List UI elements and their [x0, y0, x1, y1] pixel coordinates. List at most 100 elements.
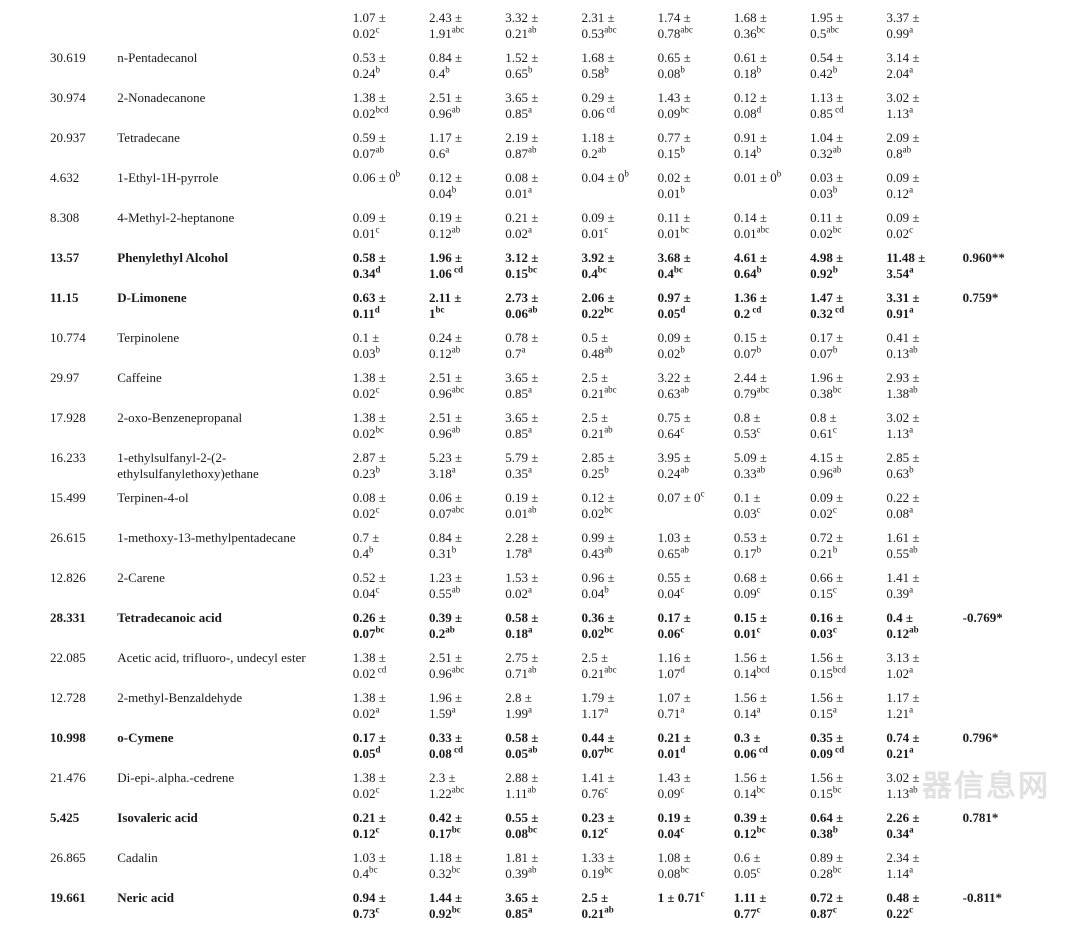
table-row: 20.937Tetradecane0.59 ±0.07ab1.17 ±0.6a2…	[50, 126, 1030, 166]
value-cell: 0.84 ±0.4b	[429, 46, 505, 86]
value-cell: 0.72 ±0.21b	[810, 526, 886, 566]
compound-name-cell: 4-Methyl-2-heptanone	[117, 206, 352, 246]
rt-cell: 22.085	[50, 646, 117, 686]
correlation-cell: 0.796*	[963, 726, 1030, 766]
rt-cell: 11.15	[50, 286, 117, 326]
value-cell: 0.61 ±0.18b	[734, 46, 810, 86]
value-cell: 1.38 ±0.02 cd	[353, 646, 429, 686]
value-cell: 0.17 ±0.06c	[658, 606, 734, 646]
compound-name-cell: o-Cymene	[117, 726, 352, 766]
table-row: 26.865Cadalin1.03 ±0.4bc1.18 ±0.32bc1.81…	[50, 846, 1030, 886]
correlation-cell	[963, 46, 1030, 86]
value-cell: 2.51 ±0.96ab	[429, 86, 505, 126]
value-cell: 5.79 ±0.35a	[505, 446, 581, 486]
value-cell: 1.38 ±0.02c	[353, 766, 429, 806]
value-cell: 2.31 ±0.53abc	[581, 6, 657, 46]
value-cell: 0.19 ±0.12ab	[429, 206, 505, 246]
correlation-cell	[963, 166, 1030, 206]
value-cell: 3.12 ±0.15bc	[505, 246, 581, 286]
value-cell: 0.14 ±0.01abc	[734, 206, 810, 246]
value-cell: 0.21 ±0.12c	[353, 806, 429, 846]
table-row: 22.085Acetic acid, trifluoro-, undecyl e…	[50, 646, 1030, 686]
value-cell: 0.44 ±0.07bc	[581, 726, 657, 766]
value-cell: 0.1 ±0.03b	[353, 326, 429, 366]
table-container: 1.07 ±0.02c2.43 ±1.91abc3.32 ±0.21ab2.31…	[0, 0, 1080, 932]
rt-cell: 12.826	[50, 566, 117, 606]
value-cell: 0.12 ±0.08d	[734, 86, 810, 126]
rt-cell: 30.619	[50, 46, 117, 86]
value-cell: 1.56 ±0.15a	[810, 686, 886, 726]
value-cell: 1.38 ±0.02bcd	[353, 86, 429, 126]
value-cell: 0.58 ±0.34d	[353, 246, 429, 286]
rt-cell: 12.728	[50, 686, 117, 726]
compound-name-cell: Neric acid	[117, 886, 352, 926]
value-cell: 0.04 ± 0b	[581, 166, 657, 206]
value-cell: 1.07 ±0.71a	[658, 686, 734, 726]
compound-name-cell: n-Pentadecanol	[117, 46, 352, 86]
value-cell: 0.09 ±0.01c	[581, 206, 657, 246]
value-cell: 0.74 ±0.21a	[886, 726, 962, 766]
rt-cell: 16.233	[50, 446, 117, 486]
table-row: 4.6321-Ethyl-1H-pyrrole0.06 ± 0b0.12 ±0.…	[50, 166, 1030, 206]
value-cell: 0.1 ±0.03c	[734, 486, 810, 526]
value-cell: 0.39 ±0.12bc	[734, 806, 810, 846]
rt-cell: 15.499	[50, 486, 117, 526]
value-cell: 2.3 ±1.22abc	[429, 766, 505, 806]
correlation-cell: -0.811*	[963, 886, 1030, 926]
value-cell: 1.52 ±0.65b	[505, 46, 581, 86]
correlation-cell	[963, 646, 1030, 686]
value-cell: 1.13 ±0.85 cd	[810, 86, 886, 126]
rt-cell: 30.974	[50, 86, 117, 126]
compound-name-cell: 2-Carene	[117, 566, 352, 606]
correlation-cell	[963, 86, 1030, 126]
compound-name-cell: Isovaleric acid	[117, 806, 352, 846]
value-cell: 3.65 ±0.85a	[505, 366, 581, 406]
correlation-cell	[963, 486, 1030, 526]
value-cell: 0.75 ±0.64c	[658, 406, 734, 446]
correlation-cell: 0.759*	[963, 286, 1030, 326]
rt-cell: 20.937	[50, 126, 117, 166]
value-cell: 11.48 ±3.54a	[886, 246, 962, 286]
value-cell: 1.96 ±1.59a	[429, 686, 505, 726]
value-cell: 0.09 ±0.01c	[353, 206, 429, 246]
compound-name-cell: 2-oxo-Benzenepropanal	[117, 406, 352, 446]
rt-cell: 28.331	[50, 606, 117, 646]
value-cell: 1.79 ±1.17a	[581, 686, 657, 726]
value-cell: 3.32 ±0.21ab	[505, 6, 581, 46]
value-cell: 1.44 ±0.92bc	[429, 886, 505, 926]
value-cell: 4.98 ±0.92b	[810, 246, 886, 286]
value-cell: 3.13 ±1.02a	[886, 646, 962, 686]
value-cell: 0.12 ±0.02bc	[581, 486, 657, 526]
compound-name-cell: Terpinen-4-ol	[117, 486, 352, 526]
value-cell: 0.68 ±0.09c	[734, 566, 810, 606]
value-cell: 0.64 ±0.38b	[810, 806, 886, 846]
correlation-cell: 0.781*	[963, 806, 1030, 846]
value-cell: 3.22 ±0.63ab	[658, 366, 734, 406]
value-cell: 0.03 ±0.03b	[810, 166, 886, 206]
value-cell: 0.91 ±0.14b	[734, 126, 810, 166]
correlation-cell	[963, 766, 1030, 806]
value-cell: 2.19 ±0.87ab	[505, 126, 581, 166]
value-cell: 2.5 ±0.21abc	[581, 366, 657, 406]
value-cell: 0.33 ±0.08 cd	[429, 726, 505, 766]
value-cell: 0.26 ±0.07bc	[353, 606, 429, 646]
value-cell: 0.17 ±0.05d	[353, 726, 429, 766]
table-row: 12.8262-Carene0.52 ±0.04c1.23 ±0.55ab1.5…	[50, 566, 1030, 606]
value-cell: 2.11 ±1bc	[429, 286, 505, 326]
value-cell: 0.12 ±0.04b	[429, 166, 505, 206]
value-cell: 0.29 ±0.06 cd	[581, 86, 657, 126]
value-cell: 0.53 ±0.24b	[353, 46, 429, 86]
correlation-cell	[963, 566, 1030, 606]
value-cell: 5.09 ±0.33ab	[734, 446, 810, 486]
value-cell: 1.68 ±0.36bc	[734, 6, 810, 46]
compound-name-cell: Acetic acid, trifluoro-, undecyl ester	[117, 646, 352, 686]
value-cell: 1.96 ±1.06 cd	[429, 246, 505, 286]
value-cell: 3.65 ±0.85a	[505, 406, 581, 446]
compound-name-cell: D-Limonene	[117, 286, 352, 326]
correlation-cell	[963, 6, 1030, 46]
value-cell: 0.42 ±0.17bc	[429, 806, 505, 846]
table-row: 17.9282-oxo-Benzenepropanal1.38 ±0.02bc2…	[50, 406, 1030, 446]
value-cell: 0.24 ±0.12ab	[429, 326, 505, 366]
compound-name-cell	[117, 6, 352, 46]
table-row: 13.57Phenylethyl Alcohol0.58 ±0.34d1.96 …	[50, 246, 1030, 286]
